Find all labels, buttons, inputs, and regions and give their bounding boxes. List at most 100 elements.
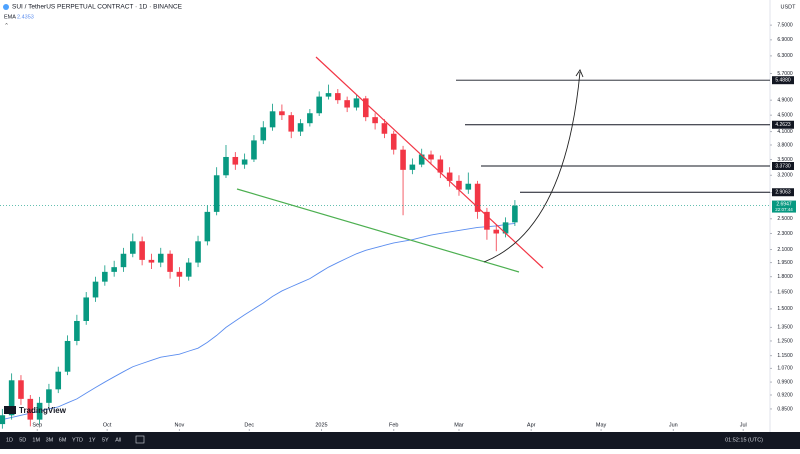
countdown: 22:07:44: [775, 207, 793, 212]
timeframe-button[interactable]: 5D: [19, 437, 26, 443]
y-tick-label: 2.3000: [777, 231, 793, 237]
candle-body: [185, 262, 192, 277]
candle-body: [446, 172, 453, 181]
logo-text: TradingView: [19, 406, 67, 415]
candle-body: [372, 117, 378, 124]
candle-body: [36, 402, 43, 420]
candle-body: [92, 281, 99, 298]
projection-arrowhead: [575, 69, 584, 78]
candle-body: [484, 211, 490, 230]
candle-body: [176, 271, 183, 277]
support-trendline: [236, 188, 520, 273]
candle-body: [428, 154, 434, 160]
timeframe-button[interactable]: 3M: [46, 437, 54, 443]
candle-body: [157, 253, 164, 263]
x-tick-label: Sep: [32, 422, 42, 428]
candle-body: [195, 241, 201, 263]
y-tick-label: 1.5000: [777, 306, 793, 312]
candle-body: [46, 389, 52, 403]
candle-body: [279, 111, 285, 116]
candle-body: [139, 241, 145, 260]
candle-body: [204, 211, 211, 242]
candle-body: [83, 297, 89, 321]
level-label: 2.9063: [775, 190, 791, 196]
x-tick-label: Oct: [103, 422, 112, 428]
indicator-name: EMA: [4, 14, 16, 20]
candle-body: [465, 183, 472, 190]
y-tick-label: 1.3500: [777, 325, 793, 331]
bottom-toolbar: [0, 432, 800, 449]
y-tick-label: 1.0700: [777, 366, 793, 372]
candle-body: [335, 93, 341, 101]
last-price-label: 2.6947: [776, 201, 792, 207]
y-tick-label: 2.1000: [777, 247, 793, 253]
y-tick-label: 1.1500: [777, 353, 793, 359]
timeframe-button[interactable]: All: [115, 437, 121, 443]
clock: 01:52:15 (UTC): [725, 437, 763, 443]
last-price-box: [772, 200, 796, 213]
candle-body: [325, 93, 332, 97]
y-tick-label: 0.9900: [777, 379, 793, 385]
y-tick-label: 1.8000: [777, 274, 793, 280]
ema-line: [2, 222, 515, 421]
candle-body: [512, 205, 518, 223]
timeframe-button[interactable]: 1M: [32, 437, 40, 443]
x-tick-label: Apr: [527, 422, 536, 428]
candle-body: [381, 123, 388, 134]
y-tick-label: 1.2500: [777, 338, 793, 344]
level-label: 3.3730: [775, 163, 791, 169]
candle-body: [251, 140, 257, 160]
y-tick-label: 0.8500: [777, 406, 793, 412]
level-label: 4.2623: [775, 122, 791, 128]
y-tick-label: 0.9200: [777, 392, 793, 398]
logo-mark: [4, 406, 16, 414]
x-tick-label: May: [596, 422, 607, 428]
candle-body: [400, 149, 406, 170]
plot: 7.5000 6.9000 6.3000 5.7000 4.9000 4.5000 4.10…: [0, 22, 796, 431]
candle-body: [167, 253, 173, 272]
y-tick-label: 4.5000: [777, 113, 793, 119]
x-tick-label: Jun: [669, 422, 678, 428]
candle-body: [418, 154, 425, 165]
level-label-box: [772, 161, 794, 170]
candle-body: [8, 380, 15, 416]
x-tick-label: Nov: [175, 422, 185, 428]
candle-body: [409, 164, 416, 170]
candle-body: [102, 271, 108, 282]
timeframe-button[interactable]: 1D: [6, 437, 13, 443]
candle-body: [260, 127, 267, 141]
candle-body: [0, 415, 6, 425]
timeframe-button[interactable]: 5Y: [102, 437, 109, 443]
timeframe-buttons: 1D 5D 1M 3M 6M YTD 1Y 5Y All: [6, 435, 145, 444]
timeframe-button[interactable]: 1Y: [89, 437, 96, 443]
timeframe-button[interactable]: 6M: [59, 437, 67, 443]
collapse-caret[interactable]: ⌃: [4, 23, 9, 30]
candle-body: [269, 111, 276, 128]
candle-body: [344, 100, 350, 108]
x-tick-label: Feb: [389, 422, 398, 428]
candle-body: [55, 371, 62, 390]
symbol-icon: [3, 4, 9, 10]
symbol-title: SUI / TetherUS PERPETUAL CONTRACT · 1D ·…: [12, 4, 183, 11]
currency: USDT: [781, 4, 797, 10]
y-tick-label: 6.3000: [777, 53, 793, 59]
candle-body: [456, 180, 462, 190]
date-range-button[interactable]: [135, 435, 145, 444]
candle-body: [148, 259, 155, 263]
level-label-box: [772, 188, 794, 197]
candle-body: [288, 115, 295, 132]
resistance-trendline: [315, 56, 544, 269]
candle-body: [474, 183, 481, 212]
candle-body: [502, 222, 509, 234]
candle-body: [18, 380, 24, 399]
timeframe-button[interactable]: YTD: [72, 437, 83, 443]
y-tick-label: 4.1000: [777, 129, 793, 135]
candle-body: [316, 96, 322, 114]
x-tick-label: Mar: [454, 422, 464, 428]
candle-body: [74, 320, 80, 341]
x-tick-label: Dec: [244, 422, 254, 428]
level-label: 5.4880: [775, 78, 791, 84]
candle-body: [241, 159, 248, 165]
